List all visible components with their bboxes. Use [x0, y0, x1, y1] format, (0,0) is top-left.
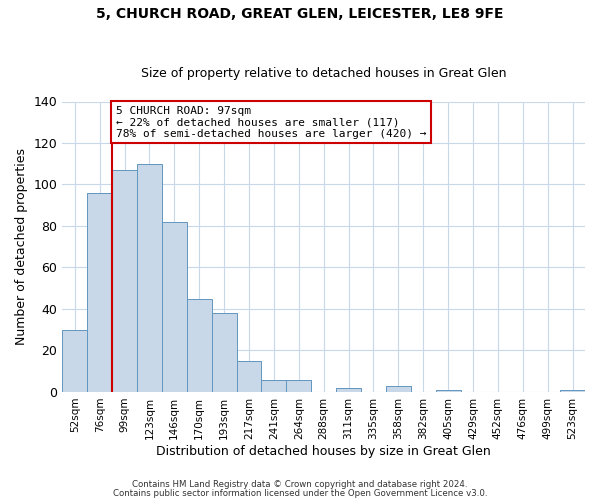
Bar: [212, 313, 236, 392]
Bar: [236, 361, 262, 392]
Bar: [386, 386, 411, 392]
Bar: [436, 390, 461, 392]
Text: 5 CHURCH ROAD: 97sqm
← 22% of detached houses are smaller (117)
78% of semi-deta: 5 CHURCH ROAD: 97sqm ← 22% of detached h…: [116, 106, 427, 139]
Bar: [187, 298, 212, 392]
Text: Contains HM Land Registry data © Crown copyright and database right 2024.: Contains HM Land Registry data © Crown c…: [132, 480, 468, 489]
Bar: [262, 380, 286, 392]
Text: 5, CHURCH ROAD, GREAT GLEN, LEICESTER, LE8 9FE: 5, CHURCH ROAD, GREAT GLEN, LEICESTER, L…: [96, 8, 504, 22]
Title: Size of property relative to detached houses in Great Glen: Size of property relative to detached ho…: [141, 66, 506, 80]
Text: Contains public sector information licensed under the Open Government Licence v3: Contains public sector information licen…: [113, 488, 487, 498]
Bar: [286, 380, 311, 392]
Bar: [112, 170, 137, 392]
Bar: [336, 388, 361, 392]
Y-axis label: Number of detached properties: Number of detached properties: [15, 148, 28, 345]
Bar: [162, 222, 187, 392]
Bar: [560, 390, 585, 392]
Bar: [87, 193, 112, 392]
Bar: [137, 164, 162, 392]
X-axis label: Distribution of detached houses by size in Great Glen: Distribution of detached houses by size …: [156, 444, 491, 458]
Bar: [62, 330, 87, 392]
